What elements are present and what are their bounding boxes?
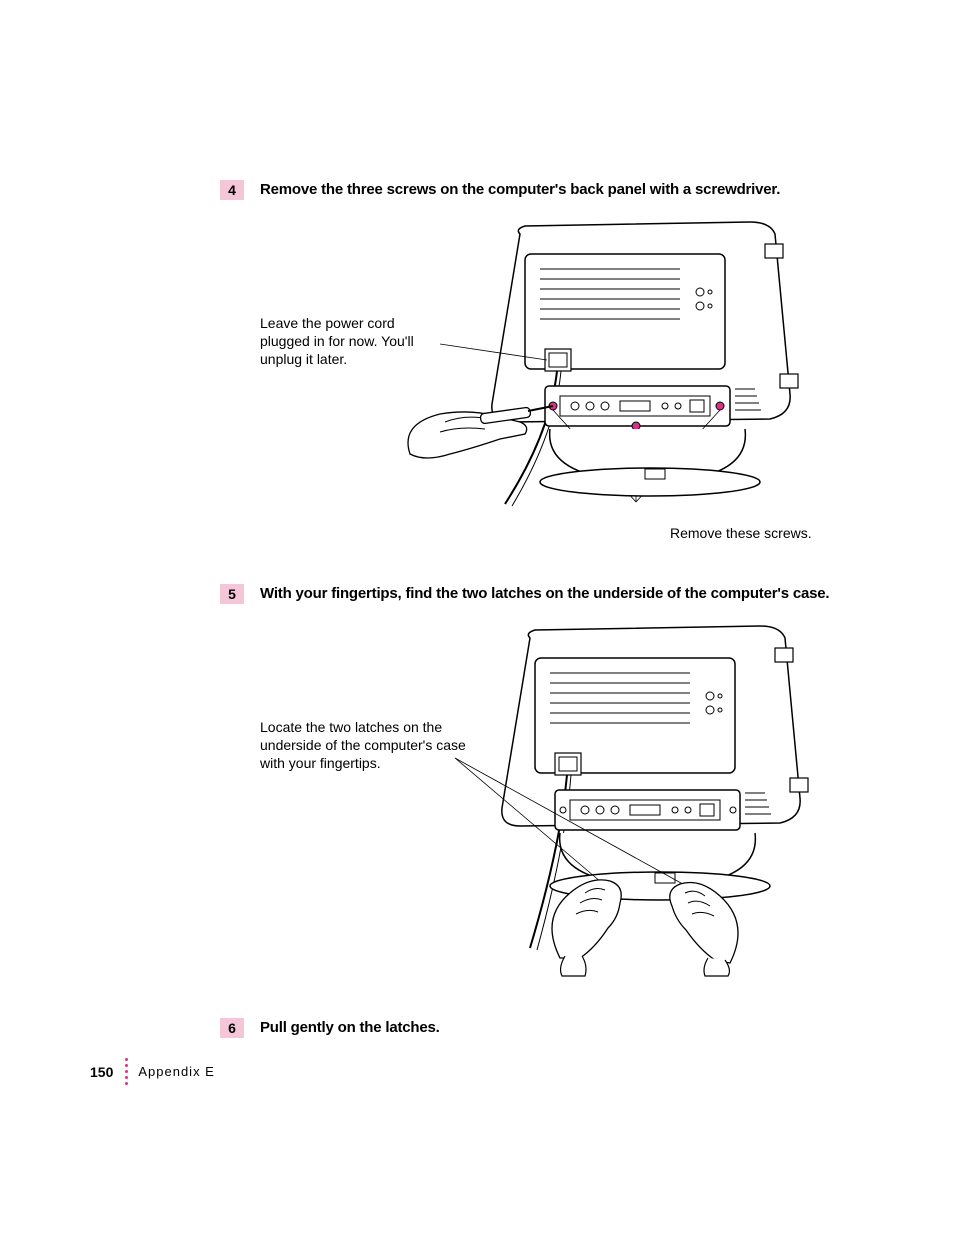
dot-icon [125, 1064, 128, 1067]
figure-step-5: Locate the two latches on the underside … [260, 618, 864, 988]
step-4: 4 Remove the three screws on the compute… [90, 180, 864, 200]
step-number-badge: 4 [220, 180, 244, 200]
step-number-badge: 5 [220, 584, 244, 604]
dot-icon [125, 1076, 128, 1079]
step-number-badge: 6 [220, 1018, 244, 1038]
section-label: Appendix E [138, 1064, 215, 1079]
step-5: 5 With your fingertips, find the two lat… [90, 584, 864, 604]
callout-power-cord: Leave the power cord plugged in for now.… [260, 314, 430, 369]
step-title: With your fingertips, find the two latch… [260, 584, 829, 604]
computer-back-illustration-2 [390, 618, 890, 978]
dot-icon [125, 1082, 128, 1085]
footer-dots-icon [125, 1058, 128, 1085]
step-title: Remove the three screws on the computer'… [260, 180, 780, 200]
computer-back-illustration-1 [350, 214, 870, 534]
step-6: 6 Pull gently on the latches. [90, 1018, 864, 1038]
page-number: 150 [90, 1064, 113, 1080]
page-footer: 150 Appendix E [90, 1058, 215, 1085]
dot-icon [125, 1070, 128, 1073]
manual-page: 4 Remove the three screws on the compute… [0, 0, 954, 1235]
caption-remove-screws: Remove these screws. [670, 525, 812, 541]
figure-step-4: Leave the power cord plugged in for now.… [260, 214, 864, 554]
step-title: Pull gently on the latches. [260, 1018, 440, 1038]
dot-icon [125, 1058, 128, 1061]
callout-latches: Locate the two latches on the underside … [260, 718, 480, 773]
